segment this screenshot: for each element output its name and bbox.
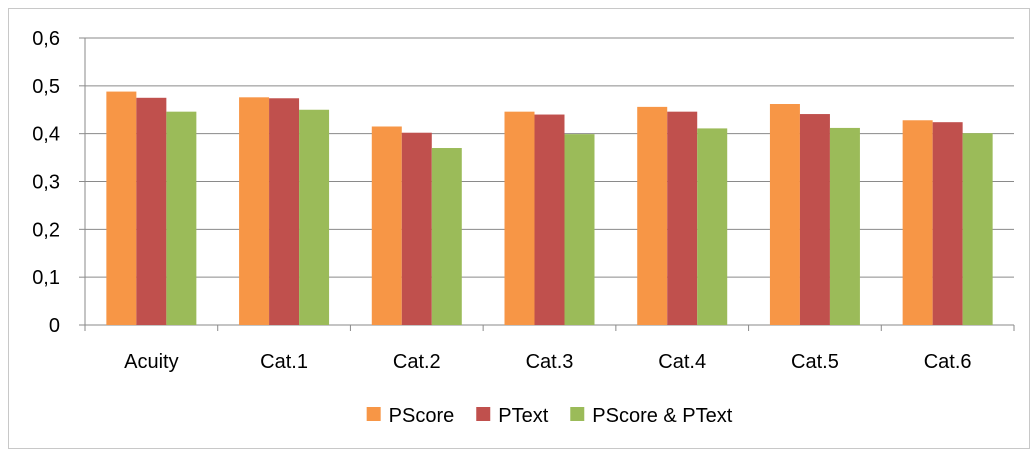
x-tick-label: Cat.2 bbox=[393, 351, 441, 373]
bar-pscore-cat-2 bbox=[371, 126, 402, 325]
y-tick-label: 0,1 bbox=[32, 267, 60, 289]
bar-ptext-cat-6 bbox=[932, 122, 963, 325]
bar-pscore-ptext-cat-3 bbox=[564, 134, 595, 325]
bar-pscore-ptext-cat-6 bbox=[962, 133, 993, 325]
bar-ptext-cat-3 bbox=[534, 114, 565, 326]
bar-pscore-ptext-cat-4 bbox=[697, 128, 728, 325]
x-tick-label: Acuity bbox=[124, 351, 178, 373]
bar-ptext-cat-2 bbox=[401, 132, 432, 325]
y-tick-label: 0,6 bbox=[32, 28, 60, 50]
bar-ptext-acuity bbox=[136, 97, 167, 326]
x-tick-label: Cat.3 bbox=[526, 351, 574, 373]
legend-swatch-ptext bbox=[476, 407, 491, 421]
bar-pscore-acuity bbox=[106, 91, 137, 325]
bar-pscore-ptext-cat-2 bbox=[431, 148, 462, 325]
y-tick-label: 0,4 bbox=[32, 124, 60, 146]
legend-swatch-pscore bbox=[366, 407, 381, 421]
legend-swatch-pscore-ptext bbox=[570, 407, 585, 421]
legend-label-pscore: PScore bbox=[389, 405, 455, 427]
x-tick-label: Cat.5 bbox=[791, 351, 839, 373]
bars bbox=[106, 91, 993, 326]
bar-pscore-ptext-cat-5 bbox=[829, 127, 860, 325]
x-tick-label: Cat.4 bbox=[658, 351, 706, 373]
bar-pscore-cat-4 bbox=[637, 106, 668, 325]
x-tick-label: Cat.6 bbox=[924, 351, 972, 373]
bar-pscore-cat-1 bbox=[239, 97, 270, 326]
x-tick-label: Cat.1 bbox=[260, 351, 308, 373]
tick-labels: 0 0,1 0,2 0,3 0,4 0,5 0,6 Acuity Cat.1 Cat.2 Cat.3… bbox=[32, 28, 971, 373]
y-tick-label: 0,2 bbox=[32, 219, 60, 241]
legend: PScore PText PScore & PText bbox=[366, 405, 733, 427]
y-tick-label: 0,5 bbox=[32, 76, 60, 98]
bar-pscore-ptext-acuity bbox=[166, 111, 197, 325]
bar-ptext-cat-1 bbox=[269, 98, 300, 326]
bar-ptext-cat-4 bbox=[667, 111, 698, 325]
bar-pscore-cat-5 bbox=[769, 104, 800, 325]
y-tick-label: 0,3 bbox=[32, 172, 60, 194]
legend-label-ptext: PText bbox=[498, 405, 548, 427]
bar-pscore-cat-6 bbox=[902, 120, 933, 325]
bar-ptext-cat-5 bbox=[799, 114, 830, 326]
bar-pscore-cat-3 bbox=[504, 111, 535, 325]
y-tick-label: 0 bbox=[49, 315, 60, 337]
legend-label-pscore-ptext: PScore & PText bbox=[592, 405, 733, 427]
bar-pscore-ptext-cat-1 bbox=[299, 109, 330, 325]
